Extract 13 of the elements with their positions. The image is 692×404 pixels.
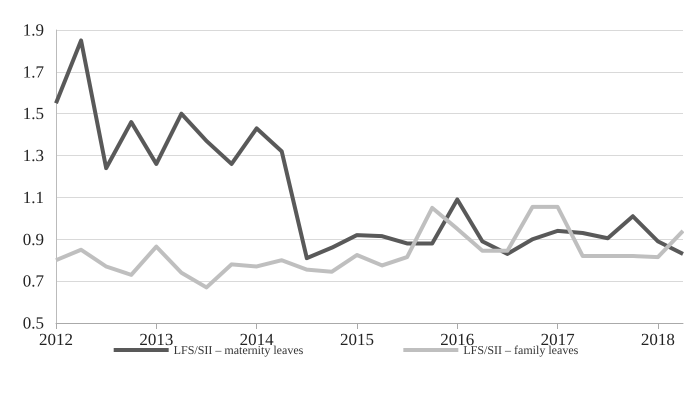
- y-tick-label: 1.9: [22, 20, 44, 40]
- x-tick-label: 2018: [640, 330, 675, 349]
- y-tick-label: 1.5: [22, 104, 44, 124]
- y-tick-label: 0.5: [22, 314, 44, 332]
- y-tick-label: 0.9: [22, 230, 44, 249]
- x-tick-label: 2012: [39, 330, 73, 349]
- line-series: [54, 38, 684, 260]
- x-tick-label: 2015: [340, 330, 374, 349]
- y-tick-label: 1.7: [22, 62, 44, 82]
- y-tick-label: 1.1: [22, 188, 44, 207]
- y-tick-label: 1.3: [22, 146, 44, 166]
- y-tick-label: 0.7: [22, 272, 44, 291]
- x-tick-label: 2013: [139, 330, 174, 349]
